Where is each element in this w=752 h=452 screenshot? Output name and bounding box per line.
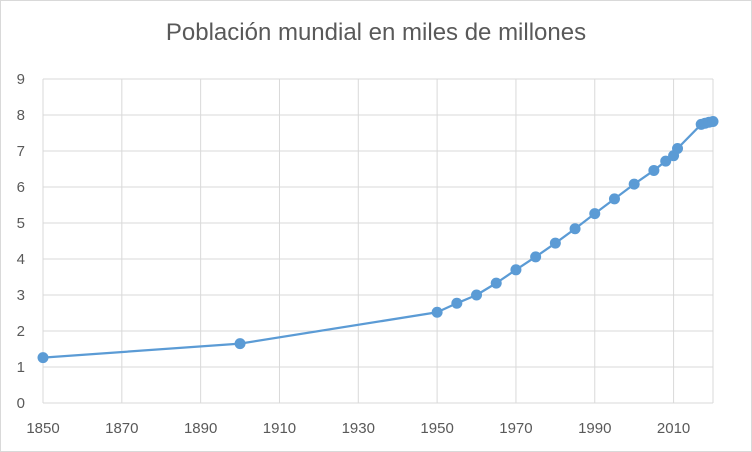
series-layer [37,115,719,364]
x-tick-label: 1890 [184,420,217,437]
grid-layer [42,78,714,404]
y-tick-label: 8 [17,107,25,124]
y-tick-label: 7 [17,143,25,160]
data-point [431,306,443,318]
x-tick-label: 1950 [420,420,453,437]
y-tick-label: 1 [17,359,25,376]
data-point [510,264,522,276]
data-point [569,223,581,235]
y-tick-label: 0 [17,395,25,412]
data-point [628,178,640,190]
data-point [37,352,49,364]
y-tick-label: 5 [17,215,25,232]
series-line [42,120,714,359]
data-point [608,193,620,205]
y-tick-label: 9 [17,71,25,88]
data-point [471,289,483,301]
data-point [589,208,601,220]
data-point [234,338,246,350]
x-tick-label: 1930 [342,420,375,437]
y-tick-label: 4 [17,251,25,268]
x-tick-label: 2010 [657,420,690,437]
x-tick-label: 1990 [578,420,611,437]
x-tick-label: 1910 [263,420,296,437]
data-point [648,164,660,176]
data-point [672,142,684,154]
y-tick-label: 3 [17,287,25,304]
x-tick-label: 1870 [105,420,138,437]
data-point [549,237,561,249]
x-tick-label: 1970 [499,420,532,437]
chart-title: Población mundial en miles de millones [165,19,587,46]
y-tick-label: 2 [17,323,25,340]
x-tick-label: 1850 [26,420,59,437]
data-point [451,297,463,309]
data-point [660,155,672,167]
data-point [490,277,502,289]
axis-layer: 0 1 2 3 4 5 6 7 8 9 1850 1870 1890 1910 1930 1950 1970 19… [17,71,691,437]
y-tick-label: 6 [17,179,25,196]
data-point [530,251,542,263]
data-point [707,115,719,127]
